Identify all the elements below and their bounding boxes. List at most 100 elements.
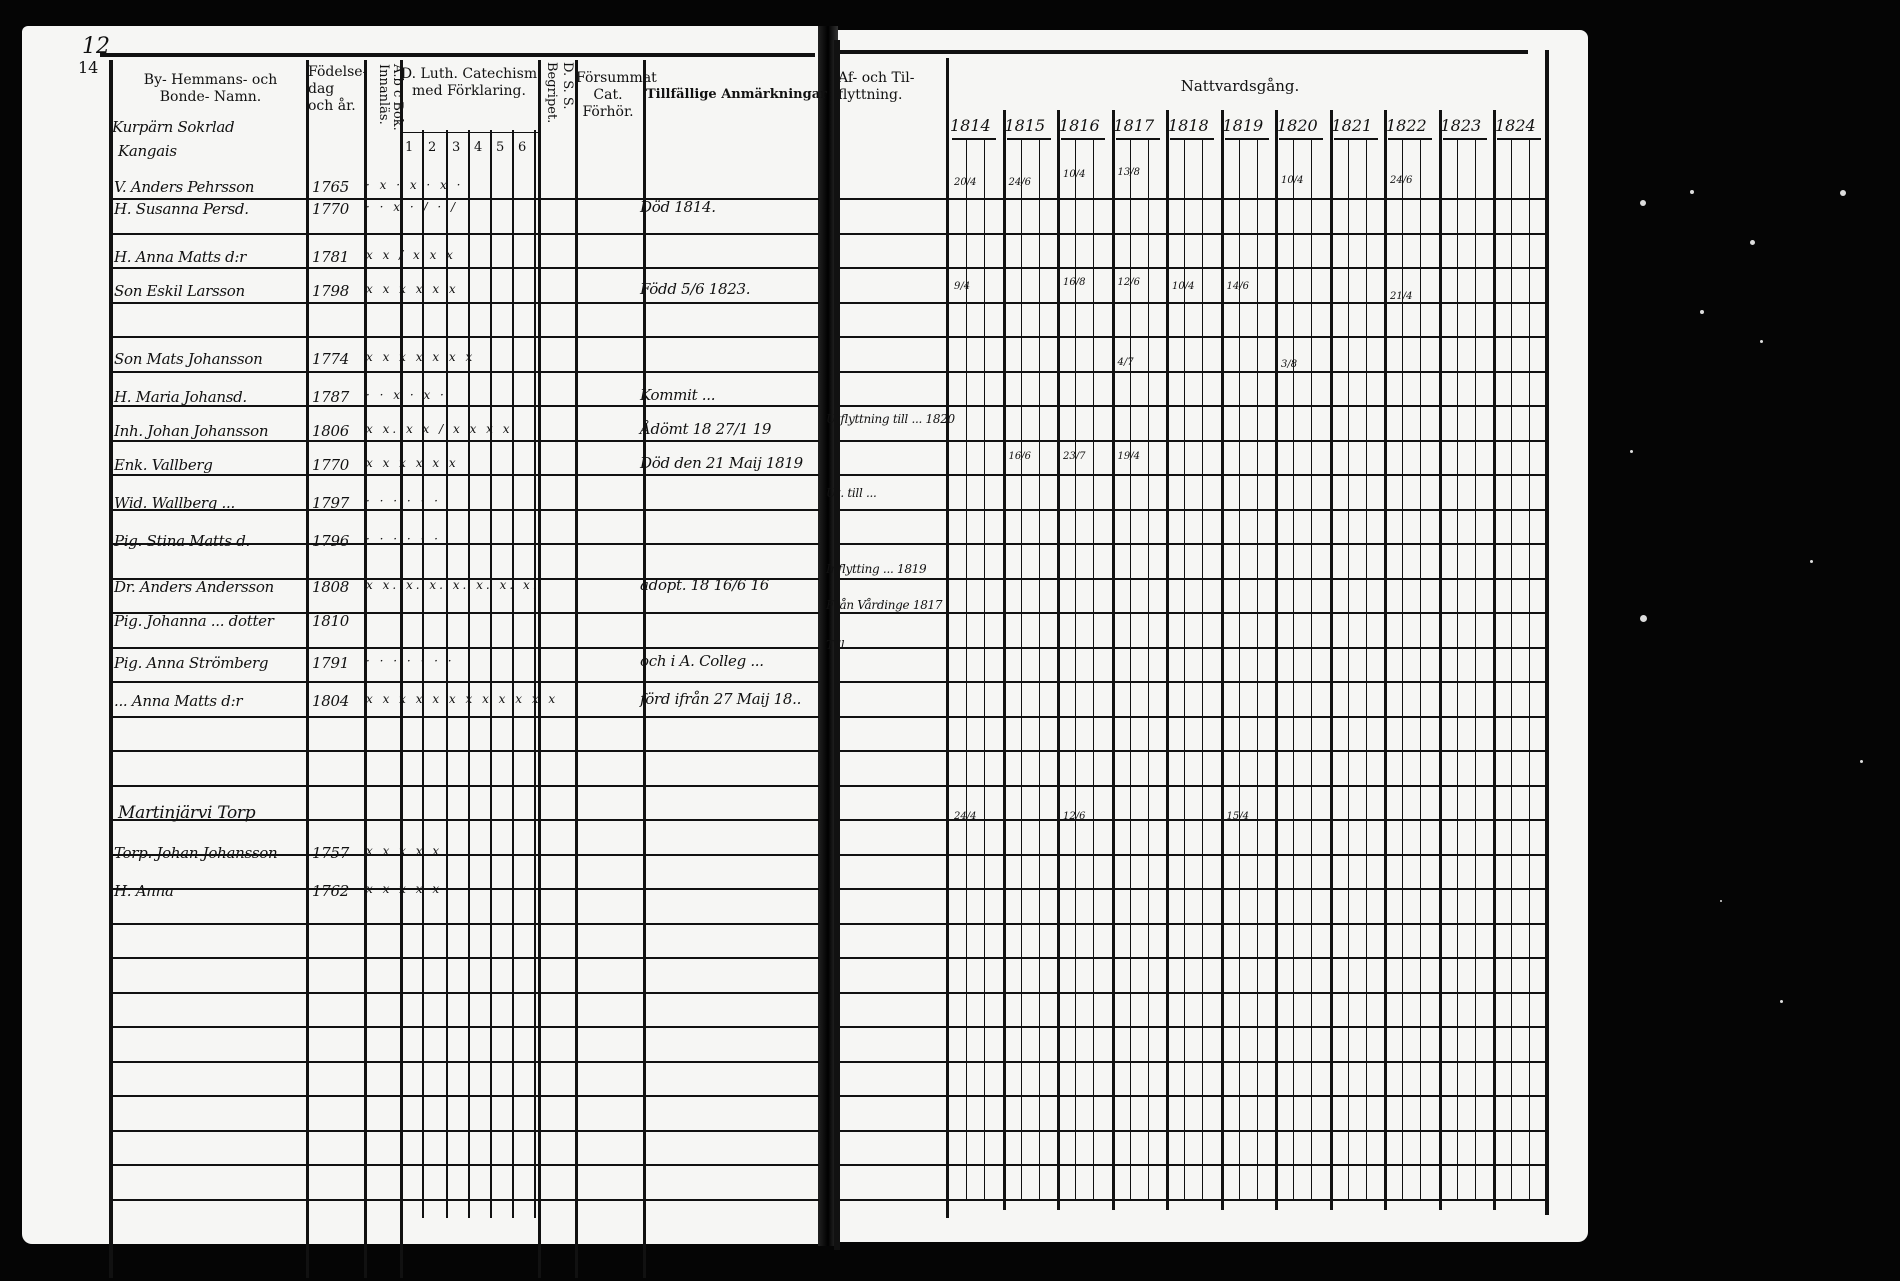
row-rule-right xyxy=(838,508,1546,511)
row-birth-year: 1810 xyxy=(312,612,349,630)
row-rule-left xyxy=(111,1095,819,1097)
year-label: 1814 xyxy=(950,116,991,135)
row-catechism-marks: x x x x x x xyxy=(366,282,459,296)
background-speck xyxy=(1720,900,1722,902)
row-rule-left xyxy=(111,508,819,511)
column-rule xyxy=(534,130,536,1218)
row-birth-year: 1804 xyxy=(312,692,349,710)
row-rule-left xyxy=(111,474,819,476)
year-label: 1816 xyxy=(1059,116,1100,135)
row-remark: Död den 21 Maij 1819 xyxy=(640,454,803,472)
year-subcolumn-rule xyxy=(1038,140,1040,1200)
row-rule-right xyxy=(838,439,1546,442)
row-name: Inh. Johan Johansson xyxy=(114,422,269,440)
year-subcolumn-rule xyxy=(1420,140,1421,1200)
year-underline xyxy=(1442,138,1487,140)
row-name: Enk. Vallberg xyxy=(114,456,213,474)
row-name: Pig. Anna Strömberg xyxy=(114,654,269,672)
right-page xyxy=(836,30,1588,1242)
catechism-part-label: 2 xyxy=(428,140,437,155)
farm-subheading: Kangais xyxy=(118,142,177,160)
row-rule-right xyxy=(838,198,1546,200)
year-subcolumn-rule xyxy=(1347,140,1349,1200)
moving-note: Utflyttning till ... 1820 xyxy=(826,412,955,426)
row-catechism-marks: x x x x x x xyxy=(366,456,459,470)
year-column-rule xyxy=(1275,110,1278,1210)
row-rule-left xyxy=(111,991,819,994)
row-rule-right xyxy=(838,1198,1546,1201)
row-rule-right xyxy=(838,681,1546,683)
row-remark: Kommit ... xyxy=(640,386,716,404)
row-catechism-marks: x x / x x x xyxy=(366,248,456,262)
row-rule-left xyxy=(111,819,819,821)
year-underline xyxy=(1388,138,1432,140)
year-column-rule xyxy=(1166,110,1169,1210)
communion-mark: 19/4 xyxy=(1118,452,1140,462)
row-birth-year: 1774 xyxy=(312,350,349,368)
communion-mark: 24/4 xyxy=(954,812,976,822)
row-rule-left xyxy=(111,1129,819,1132)
row-rule-right xyxy=(838,543,1546,545)
row-rule-right xyxy=(838,301,1546,304)
header-neglected: Försummat Cat. Förhör. xyxy=(576,70,657,120)
year-subcolumn-rule xyxy=(1184,140,1185,1200)
communion-mark: 13/8 xyxy=(1118,168,1140,178)
communion-mark: 12/6 xyxy=(1063,812,1085,822)
year-label: 1818 xyxy=(1168,116,1209,135)
row-rule-left xyxy=(111,1198,819,1201)
row-rule-right xyxy=(838,715,1546,718)
farm-heading: Kurpärn Sokrlad xyxy=(112,118,235,136)
row-birth-year: 1791 xyxy=(312,654,349,672)
communion-mark: 12/6 xyxy=(1118,278,1140,288)
background-speck xyxy=(1640,615,1647,622)
column-rule xyxy=(1545,50,1549,1215)
year-underline xyxy=(1170,138,1214,140)
row-rule-left xyxy=(111,370,819,373)
row-catechism-marks: · · x · / · / xyxy=(366,200,458,214)
background-speck xyxy=(1640,200,1646,206)
header-catechism: D. Luth. Catechism med Förklaring. xyxy=(400,66,538,99)
row-remark: och i A. Colleg ... xyxy=(640,652,764,670)
row-name: H. Anna xyxy=(114,882,174,900)
row-name: H. Maria Johansd. xyxy=(114,388,247,406)
top-rule-left xyxy=(100,53,815,57)
year-label: 1821 xyxy=(1331,116,1373,135)
row-birth-year: 1762 xyxy=(312,882,349,900)
year-subcolumn-rule xyxy=(1456,140,1458,1200)
row-rule-left xyxy=(111,646,819,649)
row-rule-right xyxy=(838,819,1546,821)
row-rule-left xyxy=(111,1026,819,1028)
background-speck xyxy=(1840,190,1846,196)
row-rule-right xyxy=(838,1026,1546,1028)
year-underline xyxy=(1006,138,1051,140)
year-subcolumn-rule xyxy=(1256,140,1258,1200)
row-rule-left xyxy=(111,715,819,718)
row-rule-left xyxy=(111,957,819,959)
row-remark: Född 5/6 1823. xyxy=(640,280,751,298)
row-name: Torp. Johan Johansson xyxy=(114,844,278,862)
year-column-rule xyxy=(1002,110,1006,1210)
year-subcolumn-rule xyxy=(1093,140,1094,1200)
year-underline xyxy=(1333,138,1378,140)
section-heading: Martinjärvi Torp xyxy=(118,803,256,823)
column-rule xyxy=(834,40,840,1250)
moving-note: Från Vårdinge 1817 xyxy=(826,598,943,612)
row-rule-right xyxy=(838,1060,1546,1063)
column-rule xyxy=(643,60,646,1278)
row-birth-year: 1798 xyxy=(312,282,349,300)
column-rule xyxy=(538,60,541,1278)
year-label: 1824 xyxy=(1495,116,1536,135)
year-subcolumn-rule xyxy=(1365,140,1367,1200)
row-birth-year: 1757 xyxy=(312,844,349,862)
row-rule-right xyxy=(838,474,1546,476)
row-birth-year: 1770 xyxy=(312,456,349,474)
row-rule-left xyxy=(111,543,819,545)
year-underline xyxy=(952,138,996,140)
background-speck xyxy=(1810,560,1813,563)
year-column-rule xyxy=(1111,110,1115,1210)
row-birth-year: 1770 xyxy=(312,200,349,218)
year-subcolumn-rule xyxy=(1202,140,1203,1200)
year-underline xyxy=(1497,138,1541,140)
row-rule-left xyxy=(111,853,819,856)
header-remarks: Tillfällige Anmärkningar xyxy=(646,87,827,102)
